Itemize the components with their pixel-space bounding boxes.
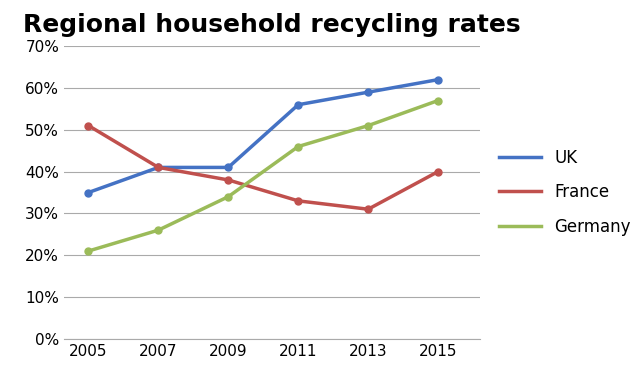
France xyxy=(225,177,232,182)
France xyxy=(434,169,442,174)
Line: France: France xyxy=(85,122,442,213)
Germany xyxy=(364,123,372,128)
UK xyxy=(154,165,162,170)
UK xyxy=(364,90,372,94)
Germany xyxy=(225,194,232,199)
France xyxy=(294,199,302,203)
France xyxy=(84,123,92,128)
Title: Regional household recycling rates: Regional household recycling rates xyxy=(23,13,521,37)
UK xyxy=(225,165,232,170)
Germany xyxy=(84,249,92,253)
Legend: UK, France, Germany: UK, France, Germany xyxy=(493,142,637,243)
Germany xyxy=(154,228,162,233)
Line: UK: UK xyxy=(85,76,442,196)
Germany xyxy=(294,144,302,149)
France xyxy=(154,165,162,170)
Germany xyxy=(434,98,442,103)
Line: Germany: Germany xyxy=(85,97,442,254)
France xyxy=(364,207,372,211)
UK xyxy=(84,190,92,195)
UK xyxy=(434,77,442,82)
UK xyxy=(294,102,302,107)
